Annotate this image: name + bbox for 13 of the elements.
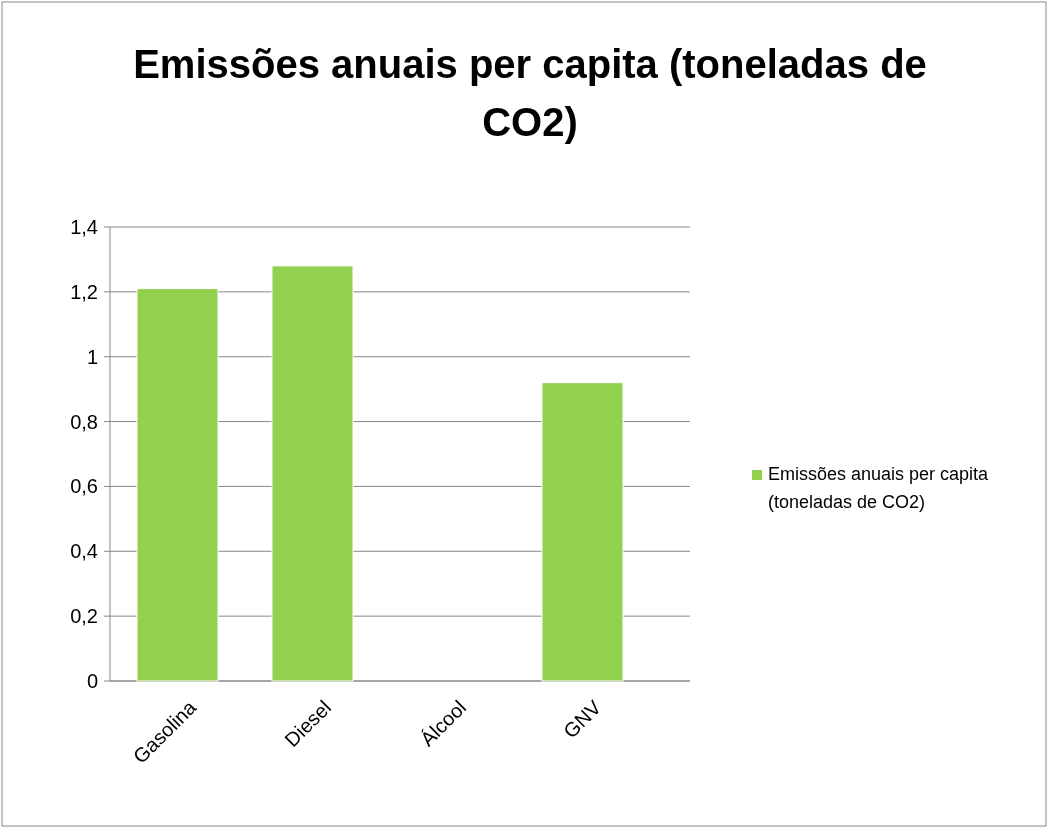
y-tick-label: 0: [86, 670, 98, 692]
bar: [271, 265, 354, 682]
bar: [136, 288, 219, 682]
legend-label: Emissões anuais per capita (toneladas de CO2): [768, 464, 990, 512]
chart-title: Emissões anuais per capita (toneladas de CO2): [133, 42, 927, 144]
y-tick-label: 1,2: [70, 280, 98, 303]
y-tick-label: 0,4: [70, 540, 98, 563]
y-tick-label: 0,6: [70, 475, 98, 498]
y-tick-label: 1,4: [70, 216, 98, 238]
y-tick-label: 1: [86, 345, 98, 368]
bar: [541, 382, 624, 682]
y-tick-label: 0,8: [70, 410, 98, 433]
y-tick-label: 0,2: [70, 605, 98, 628]
